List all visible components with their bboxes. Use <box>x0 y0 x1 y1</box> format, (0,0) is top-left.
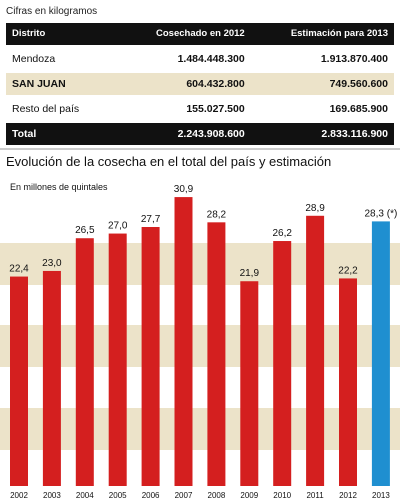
table-cell: 155.027.500 <box>186 103 245 115</box>
table-cell: Mendoza <box>12 53 56 65</box>
bar <box>75 238 94 486</box>
bar <box>42 270 61 486</box>
bar <box>108 233 127 486</box>
bar <box>174 197 193 486</box>
band <box>0 408 400 450</box>
band <box>0 243 400 285</box>
table-cell: 604.432.800 <box>186 78 245 90</box>
x-tick-label: 2005 <box>109 491 127 500</box>
table-row: Total 2.243.908.600 2.833.116.900 <box>6 123 394 145</box>
header-cell: Estimación para 2013 <box>290 28 388 39</box>
value-label: 28,9 <box>305 203 325 214</box>
value-label: 22,4 <box>9 264 29 275</box>
table-cell: 749.560.600 <box>329 78 388 90</box>
x-tick-label: 2013 <box>372 491 390 500</box>
x-tick-label: 2009 <box>240 491 258 500</box>
value-label: 22,2 <box>338 265 358 276</box>
chart-subtitle: En millones de quintales <box>10 182 108 192</box>
table-cell: 169.685.900 <box>329 103 388 115</box>
bar <box>371 221 390 486</box>
table-row: SAN JUAN 604.432.800 749.560.600 <box>6 73 394 95</box>
table-cell: SAN JUAN <box>12 78 66 90</box>
x-tick-label: 2003 <box>43 491 61 500</box>
header-cell: Distrito <box>12 28 46 39</box>
chart-title: Evolución de la cosecha en el total del … <box>6 154 331 169</box>
bar <box>273 241 292 486</box>
table-cell: 2.833.116.900 <box>321 128 388 140</box>
table: Cifras en kilogramos Distrito Cosechado … <box>6 4 394 145</box>
bar <box>240 281 259 486</box>
bar <box>339 278 357 486</box>
table-cell: 1.484.448.300 <box>177 53 245 65</box>
value-label: 21,9 <box>240 268 260 279</box>
x-tick-label: 2007 <box>175 491 193 500</box>
value-label: 27,7 <box>141 214 161 225</box>
value-label: 23,0 <box>42 258 62 269</box>
x-tick-label: 2008 <box>208 491 226 500</box>
table-caption: Cifras en kilogramos <box>6 6 98 17</box>
value-label: 28,2 <box>207 209 227 220</box>
x-tick-label: 2006 <box>142 491 160 500</box>
header-cell: Cosechado en 2012 <box>156 28 245 39</box>
table-header: Distrito Cosechado en 2012 Estimación pa… <box>6 23 394 45</box>
table-cell: 1.913.870.400 <box>320 53 388 65</box>
value-label: 27,0 <box>108 221 128 232</box>
bar <box>306 215 325 486</box>
value-label: 26,2 <box>272 228 292 239</box>
value-label: 30,9 <box>174 184 194 195</box>
x-tick-label: 2010 <box>273 491 291 500</box>
bar <box>141 227 160 486</box>
x-tick-label: 2011 <box>306 491 324 500</box>
band <box>0 325 400 367</box>
bar <box>207 222 226 486</box>
value-label: 26,5 <box>75 225 95 236</box>
value-label: 28,3 (*) <box>365 208 398 219</box>
table-row: Mendoza 1.484.448.300 1.913.870.400 <box>6 48 394 70</box>
bar <box>10 276 28 486</box>
table-cell: 2.243.908.600 <box>177 128 245 140</box>
table-cell: Resto del país <box>12 103 80 115</box>
x-tick-label: 2012 <box>339 491 357 500</box>
table-row: Resto del país 155.027.500 169.685.900 <box>6 98 394 120</box>
table-cell: Total <box>12 128 37 140</box>
table-body: Mendoza 1.484.448.300 1.913.870.400 SAN JUA… <box>6 48 394 145</box>
x-tick-label: 2002 <box>10 491 28 500</box>
x-tick-label: 2004 <box>76 491 94 500</box>
